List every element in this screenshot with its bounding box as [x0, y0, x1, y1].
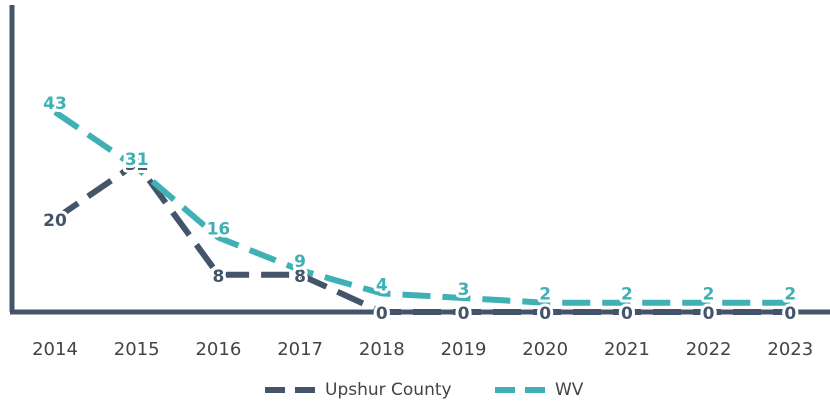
x-tick-label: 2021 — [604, 339, 650, 360]
x-tick-label: 2015 — [114, 339, 160, 360]
data-label: 4 — [376, 275, 388, 295]
data-label: 0 — [703, 304, 715, 324]
line-series — [53, 159, 791, 315]
data-label: 0 — [784, 304, 796, 324]
data-label: 32 — [125, 155, 149, 175]
data-label: 43 — [43, 94, 67, 114]
data-label: 31 — [125, 150, 149, 170]
data-label: 2 — [784, 285, 796, 305]
x-tick-label: 2016 — [195, 339, 241, 360]
line-series — [53, 109, 791, 306]
data-label: 2 — [621, 285, 633, 305]
x-tick-label: 2022 — [686, 339, 732, 360]
x-tick-label: 2019 — [441, 339, 487, 360]
x-tick-label: 2020 — [522, 339, 568, 360]
data-label: 0 — [539, 304, 551, 324]
data-label: 9 — [294, 252, 306, 272]
x-tick-label: 2023 — [767, 339, 813, 360]
legend-label: Upshur County — [325, 380, 452, 400]
data-label: 20 — [43, 211, 67, 231]
data-label: 0 — [621, 304, 633, 324]
data-label: 2 — [539, 285, 551, 305]
legend-label: WV — [555, 380, 584, 400]
x-tick-label: 2017 — [277, 339, 323, 360]
data-label: 8 — [294, 267, 306, 287]
data-label: 16 — [207, 220, 231, 240]
data-label: 0 — [458, 304, 470, 324]
x-tick-label: 2018 — [359, 339, 405, 360]
data-label: 2 — [703, 285, 715, 305]
data-label: 8 — [212, 267, 224, 287]
x-tick-label: 2014 — [32, 339, 78, 360]
data-label: 0 — [376, 304, 388, 324]
data-label: 3 — [458, 280, 470, 300]
